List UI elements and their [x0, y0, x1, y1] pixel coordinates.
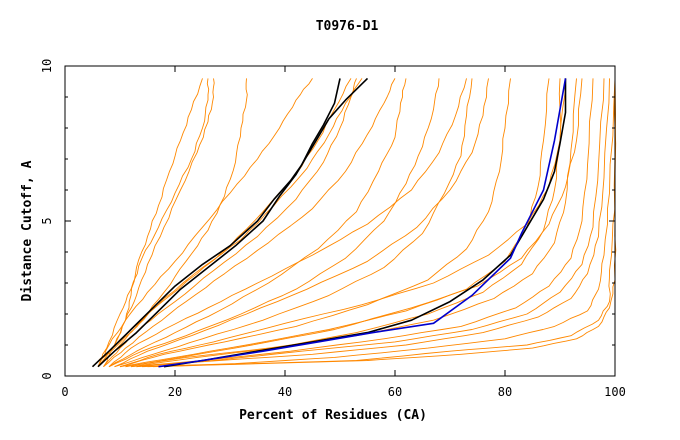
- model-curve: [130, 78, 562, 368]
- model-curve: [119, 78, 566, 368]
- y-tick-label: 5: [40, 217, 54, 224]
- model-curve: [108, 78, 440, 368]
- y-axis-label: Distance Cutoff, A: [20, 160, 35, 301]
- background-curves: [92, 78, 617, 368]
- model-curve: [97, 78, 210, 367]
- model-curve: [125, 78, 577, 368]
- x-tick-label: 0: [61, 385, 68, 399]
- model-curve: [130, 78, 594, 368]
- y-axis: 0 5 10: [40, 59, 615, 380]
- model-curve: [108, 78, 407, 368]
- model-curve: [114, 78, 489, 368]
- x-axis-label: Percent of Residues (CA): [239, 408, 427, 423]
- model-curve: [136, 78, 605, 368]
- model-curve: [103, 78, 203, 367]
- model-curve: [97, 78, 313, 367]
- plot-frame: [64, 65, 616, 377]
- model-curve: [114, 78, 473, 368]
- x-tick-label: 100: [604, 385, 626, 399]
- x-tick-label: 20: [168, 385, 182, 399]
- highlight-series-curve: [91, 78, 341, 368]
- highlight-curves: [91, 77, 567, 368]
- model-curve: [119, 78, 511, 368]
- model-curve: [141, 78, 616, 368]
- highlight-series-curve: [97, 77, 369, 368]
- model-curve: [103, 78, 396, 368]
- x-axis: 0 20 40 60 80 100: [61, 66, 626, 399]
- model-curve: [97, 78, 248, 367]
- model-curve: [119, 78, 550, 368]
- y-tick-label: 0: [40, 372, 54, 379]
- x-tick-label: 40: [278, 385, 292, 399]
- model-curve: [125, 78, 583, 368]
- x-tick-label: 80: [498, 385, 512, 399]
- x-tick-label: 60: [388, 385, 402, 399]
- model-curve: [103, 78, 357, 367]
- highlight-series-curve: [163, 78, 567, 368]
- model-curve: [136, 78, 610, 368]
- y-tick-label: 10: [40, 59, 54, 73]
- chart-title: T0976-D1: [316, 19, 379, 34]
- highlight-series-curve: [158, 78, 567, 368]
- model-curve: [92, 78, 363, 368]
- model-curve: [92, 78, 352, 368]
- model-curve: [108, 78, 467, 368]
